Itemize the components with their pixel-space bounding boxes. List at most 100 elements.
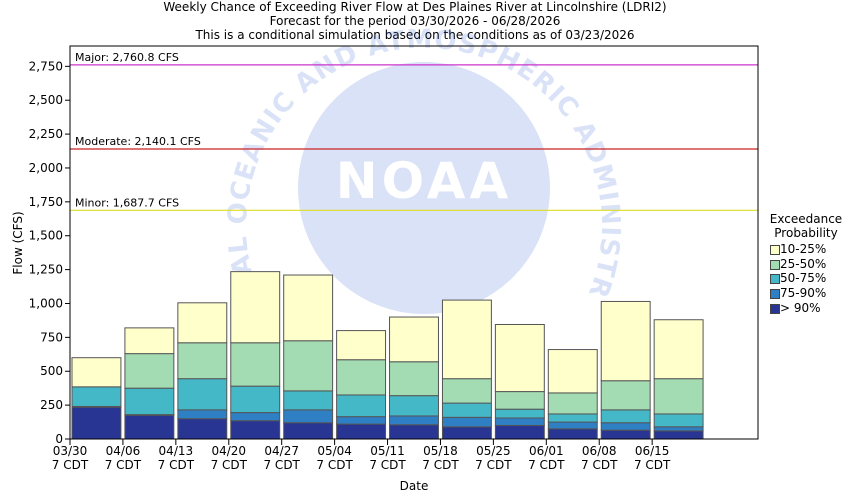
x-tick-label-0: 03/30 [53, 444, 88, 458]
threshold-label-0: Major: 2,760.8 CFS [75, 51, 179, 64]
bar-04-06-series-3 [124, 353, 175, 389]
y-tick-label-11: 2,750 [29, 59, 63, 73]
x-tick-label-1: 04/06 [106, 444, 141, 458]
x-tick-label-5: 05/04 [317, 444, 352, 458]
bar-05-04-series-0 [336, 423, 387, 440]
bar-05-18-series-1 [441, 416, 492, 428]
bar-04-13-series-2 [177, 378, 228, 411]
bar-04-13-series-1 [177, 409, 228, 420]
bar-06-01-series-4 [547, 349, 598, 394]
bar-04-27-series-1 [283, 409, 334, 424]
bar-05-25-series-1 [494, 417, 545, 426]
x-tick-label-10: 06/08 [582, 444, 617, 458]
bar-04-20-series-0 [230, 420, 281, 440]
bar-05-04-series-1 [336, 416, 387, 425]
watermark-logo-text: NOAA [336, 152, 512, 210]
bar-05-11-series-4 [389, 316, 439, 363]
x-tick-label-2: 04/13 [159, 444, 194, 458]
y-tick-label-10: 2,500 [29, 93, 63, 107]
bar-06-15-series-1 [653, 426, 704, 432]
legend-item-1: 25-50% [766, 257, 846, 272]
bar-06-01-series-3 [547, 392, 598, 415]
x-tick-sublabel-8: 7 CDT [475, 458, 512, 472]
legend-swatch-4 [770, 303, 780, 314]
x-axis-label: Date [400, 479, 429, 493]
bars-layer [71, 271, 704, 440]
bar-04-27-series-3 [283, 340, 334, 392]
legend-item-3: 75-90% [766, 286, 846, 301]
legend-item-2: 50-75% [766, 271, 846, 286]
y-axis-label: Flow (CFS) [11, 211, 25, 274]
legend-title-line-1: Exceedance [769, 212, 843, 226]
bar-06-15-series-3 [653, 378, 704, 415]
bar-06-15-series-4 [653, 319, 704, 380]
x-tick-label-7: 05/18 [423, 444, 458, 458]
bar-06-08-series-3 [600, 380, 651, 411]
x-tick-sublabel-0: 7 CDT [52, 458, 89, 472]
x-tick-sublabel-10: 7 CDT [581, 458, 618, 472]
bar-06-15-series-2 [653, 413, 704, 428]
bar-04-20-series-3 [230, 342, 281, 387]
x-tick-sublabel-7: 7 CDT [422, 458, 459, 472]
legend-swatch-3 [770, 289, 780, 300]
legend-item-4: > 90% [766, 301, 846, 316]
legend-label-1: 25-50% [780, 256, 827, 271]
bar-04-06-series-2 [124, 387, 175, 416]
legend-label-2: 50-75% [780, 271, 827, 286]
legend-title-line-2: Probability [774, 226, 838, 240]
x-tick-sublabel-4: 7 CDT [263, 458, 300, 472]
y-tick-label-3: 750 [40, 330, 63, 344]
noaa-watermark: NATIONAL OCEANIC AND ATMOSPHERIC ADMINIS… [0, 0, 624, 314]
title-line-1: Weekly Chance of Exceeding River Flow at… [163, 0, 667, 14]
bar-04-13-series-0 [177, 418, 228, 440]
bar-03-30-series-2 [71, 386, 122, 407]
y-tick-label-6: 1,500 [29, 229, 63, 243]
bar-05-11-series-0 [389, 424, 439, 440]
y-tick-label-1: 250 [40, 398, 63, 412]
bar-05-18-series-2 [441, 402, 492, 418]
legend-swatch-2 [770, 274, 780, 285]
bar-04-06-series-0 [124, 414, 175, 440]
y-tick-label-4: 1,000 [29, 296, 63, 310]
y-tick-label-5: 1,250 [29, 263, 63, 277]
legend-items: 10-25% 25-50% 50-75% 75-90% > 90% [766, 242, 846, 315]
bar-05-04-series-2 [336, 394, 387, 418]
bar-05-11-series-1 [389, 415, 439, 426]
x-tick-label-4: 04/27 [264, 444, 299, 458]
bar-06-15-series-0 [653, 430, 704, 440]
y-tick-label-9: 2,250 [29, 127, 63, 141]
y-tick-label-2: 500 [40, 364, 63, 378]
x-tick-sublabel-6: 7 CDT [369, 458, 406, 472]
bar-04-20-series-4 [230, 271, 281, 344]
bar-05-11-series-3 [389, 361, 439, 397]
bar-06-08-series-0 [600, 429, 651, 440]
legend-label-4: > 90% [780, 300, 821, 315]
plot-area [69, 45, 759, 440]
y-tick-label-0: 0 [55, 432, 63, 446]
bar-06-01-series-1 [547, 421, 598, 430]
bar-06-08-series-2 [600, 409, 651, 424]
bar-05-18-series-4 [441, 299, 492, 380]
x-tick-sublabel-5: 7 CDT [316, 458, 353, 472]
legend-item-0: 10-25% [766, 242, 846, 257]
bar-06-08-series-4 [600, 300, 651, 382]
x-tick-sublabel-11: 7 CDT [634, 458, 671, 472]
legend-label-3: 75-90% [780, 286, 827, 301]
bar-05-11-series-2 [389, 395, 439, 417]
legend-label-0: 10-25% [780, 242, 827, 256]
bar-04-27-series-4 [283, 274, 334, 342]
bar-05-18-series-0 [441, 426, 492, 440]
title-line-3: This is a conditional simulation based o… [195, 28, 635, 42]
watermark-circle [298, 62, 550, 314]
thresholds-layer: Major: 2,760.8 CFS Moderate: 2,140.1 CFS M… [70, 51, 758, 211]
y-axis: 0 250 500 750 1,000 1,250 1,500 1,750 2,000 2,250… [29, 59, 70, 446]
bar-04-27-series-0 [283, 422, 334, 440]
x-tick-label-8: 05/25 [476, 444, 511, 458]
x-tick-label-9: 06/01 [529, 444, 564, 458]
chart-title: Weekly Chance of Exceeding River Flow at… [0, 0, 830, 42]
bar-06-08-series-1 [600, 422, 651, 431]
bar-04-20-series-2 [230, 385, 281, 414]
x-tick-label-6: 05/11 [370, 444, 405, 458]
